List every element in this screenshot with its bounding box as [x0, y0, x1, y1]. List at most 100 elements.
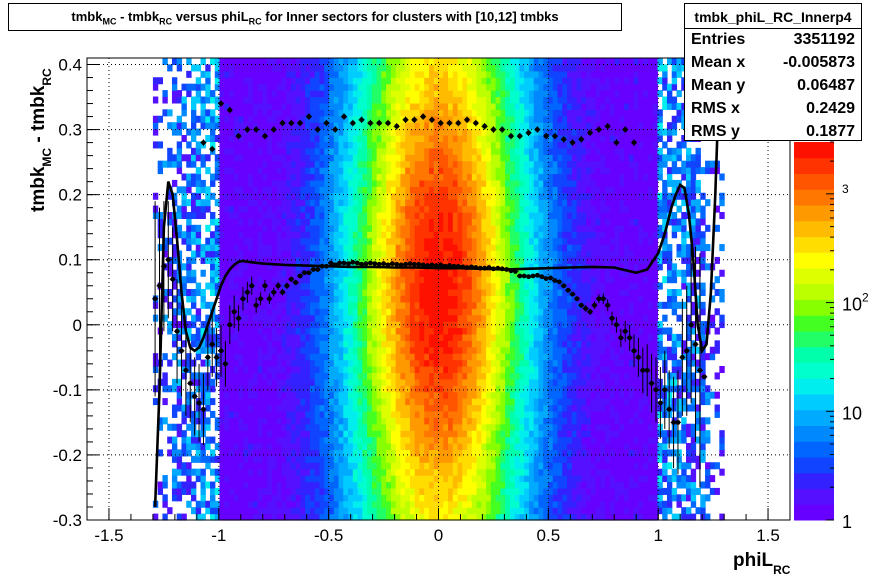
heatmap-cell [290, 378, 297, 386]
heatmap-cell [319, 147, 325, 155]
heatmap-cell [462, 359, 468, 367]
heatmap-cell [462, 462, 468, 470]
heatmap-cell [405, 173, 411, 181]
heatmap-cell [300, 385, 306, 393]
heatmap-cell [343, 404, 349, 412]
heatmap-cell [348, 475, 354, 483]
heatmap-cell [376, 289, 382, 297]
heatmap-cell [500, 269, 506, 277]
heatmap-cell [490, 64, 497, 72]
heatmap-cell [262, 186, 268, 194]
heatmap-cell [481, 173, 487, 181]
heatmap-cell [343, 366, 349, 374]
heatmap-cell [462, 366, 468, 374]
heatmap-cell [290, 481, 297, 489]
heatmap-cell [333, 96, 340, 104]
heatmap-cell [252, 494, 259, 502]
heatmap-cell [367, 436, 373, 444]
heatmap-cell [210, 282, 216, 290]
heatmap-cell [214, 122, 221, 130]
heatmap-cell [305, 109, 311, 117]
heatmap-cell [338, 141, 344, 149]
heatmap-cell [433, 449, 440, 457]
heatmap-cell [509, 289, 516, 297]
heatmap-cell [300, 192, 306, 200]
heatmap-cell [414, 141, 421, 149]
heatmap-cell [505, 513, 511, 521]
heatmap-cell [452, 423, 459, 431]
heatmap-cell [286, 494, 292, 502]
heatmap-cell [314, 173, 321, 181]
heatmap-cell [214, 372, 221, 380]
heatmap-cell [357, 199, 363, 207]
heatmap-cell [481, 83, 487, 91]
heatmap-cell [509, 160, 516, 168]
heatmap-cell [319, 218, 325, 226]
heatmap-cell [400, 353, 406, 361]
heatmap-cell [248, 462, 254, 470]
heatmap-cell [500, 366, 506, 374]
heatmap-cell [343, 378, 349, 386]
heatmap-cell [200, 455, 206, 463]
heatmap-cell [490, 115, 497, 123]
heatmap-cell [476, 244, 482, 252]
heatmap-cell [476, 179, 482, 187]
heatmap-cell [309, 128, 316, 136]
heatmap-cell [309, 430, 316, 438]
heatmap-cell [371, 109, 378, 117]
heatmap-cell [338, 308, 344, 316]
heatmap-cell [309, 346, 316, 354]
heatmap-cell [248, 96, 254, 104]
heatmap-cell [405, 398, 411, 406]
heatmap-cell [300, 179, 306, 187]
heatmap-cell [505, 212, 511, 220]
heatmap-cell [319, 244, 325, 252]
heatmap-cell [495, 160, 501, 168]
heatmap-cell [233, 353, 240, 361]
heatmap-cell [386, 430, 392, 438]
heatmap-cell [205, 167, 211, 175]
heatmap-cell [443, 487, 449, 495]
heatmap-cell [324, 481, 330, 489]
heatmap-cell [224, 314, 230, 322]
heatmap-cell [400, 455, 406, 463]
heatmap-cell [405, 77, 411, 85]
heatmap-cell [267, 391, 273, 399]
heatmap-cell [490, 378, 497, 386]
heatmap-cell [471, 455, 478, 463]
heatmap-cell [490, 224, 497, 232]
heatmap-cell [500, 385, 506, 393]
heatmap-cell [224, 494, 230, 502]
heatmap-cell [509, 122, 516, 130]
heatmap-cell [167, 359, 173, 367]
heatmap-cell [438, 391, 444, 399]
heatmap-cell [333, 295, 340, 303]
heatmap-cell [448, 494, 454, 502]
heatmap-cell [252, 244, 259, 252]
heatmap-cell [200, 96, 206, 104]
heatmap-cell [457, 378, 463, 386]
heatmap-cell [333, 340, 340, 348]
heatmap-cell [414, 500, 421, 508]
heatmap-cell [210, 301, 216, 309]
heatmap-cell [495, 64, 501, 72]
heatmap-cell [257, 436, 263, 444]
heatmap-cell [329, 282, 335, 290]
heatmap-cell [295, 122, 302, 130]
heatmap-cell [448, 218, 454, 226]
heatmap-cell [233, 141, 240, 149]
heatmap-cell [252, 378, 259, 386]
heatmap-cell [248, 109, 254, 117]
heatmap-cell [443, 301, 449, 309]
heatmap-cell [243, 404, 249, 412]
heatmap-cell [300, 513, 306, 521]
heatmap-cell [243, 64, 249, 72]
heatmap-cell [495, 224, 501, 232]
heatmap-cell [371, 314, 378, 322]
heatmap-cell [243, 436, 249, 444]
heatmap-cell [395, 372, 402, 380]
heatmap-cell [233, 449, 240, 457]
heatmap-cell [262, 513, 268, 521]
heatmap-cell [457, 436, 463, 444]
heatmap-cell [171, 475, 178, 483]
